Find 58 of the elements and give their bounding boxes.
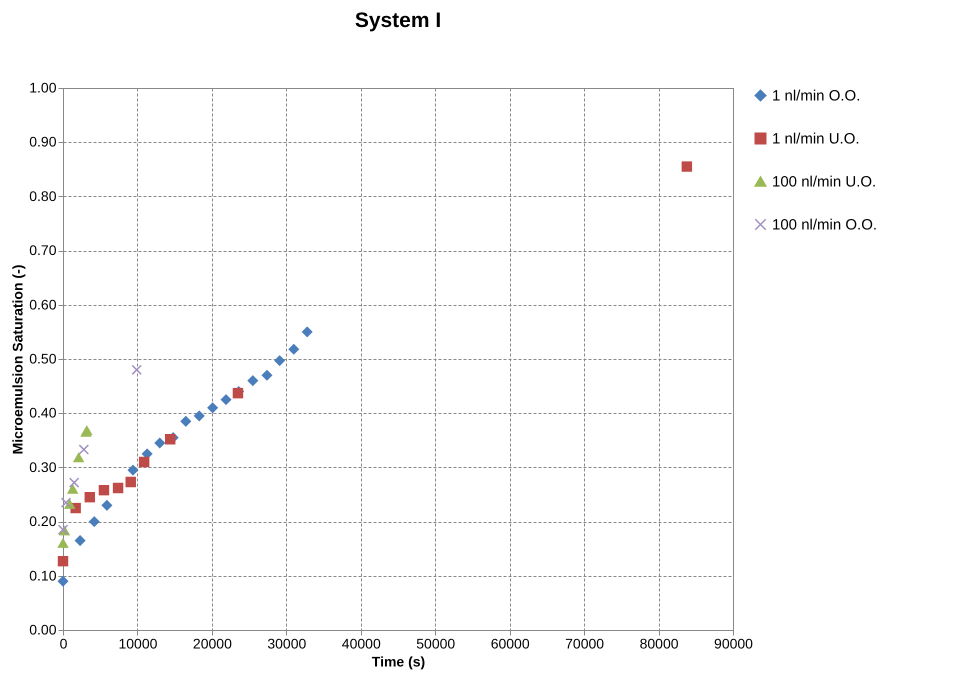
point [138, 456, 150, 468]
legend-label: 1 nl/min O.O. [772, 88, 860, 104]
point [288, 344, 299, 354]
point [68, 477, 80, 488]
point [131, 364, 142, 376]
point [60, 497, 72, 508]
point [154, 438, 165, 448]
legend-label: 1 nl/min U.O. [772, 130, 860, 148]
point [102, 500, 112, 511]
x-tick-label: 20000 [192, 636, 232, 652]
point [112, 482, 124, 494]
legend-label: 100 nl/min U.O. [772, 174, 876, 190]
y-tick-label: 0.00 [29, 622, 57, 638]
y-tick-label: 0.50 [29, 350, 57, 366]
point [207, 402, 218, 413]
y-tick-label: 0.70 [29, 242, 57, 258]
point [84, 492, 96, 502]
point [73, 453, 84, 462]
legend-label: 100 nl/min O.O. [772, 216, 878, 234]
point [89, 516, 100, 527]
point [58, 576, 68, 586]
point [78, 444, 90, 455]
x-tick-label: 0 [60, 636, 68, 652]
point [164, 434, 176, 444]
point [274, 355, 285, 366]
x-tick-label: 80000 [640, 636, 679, 652]
y-tick-label: 0.40 [29, 404, 57, 421]
x-tick-label: 90000 [714, 636, 754, 652]
point [126, 476, 136, 488]
point [58, 538, 68, 548]
point [67, 484, 78, 494]
point [128, 464, 138, 476]
point [98, 484, 110, 496]
point [194, 410, 204, 422]
y-tick-label: 0.90 [29, 134, 57, 150]
point [682, 161, 692, 172]
y-tick-label: 0.10 [29, 567, 57, 584]
x-tick-label: 40000 [342, 636, 381, 652]
x-axis-title: Time (s) [372, 654, 426, 670]
x-tick-label: 30000 [267, 636, 307, 652]
point [74, 535, 86, 546]
point [180, 416, 192, 427]
x-tick-label: 10000 [118, 636, 158, 652]
point [262, 370, 272, 380]
x-tick-label: 70000 [565, 636, 604, 652]
y-tick-label: 0.20 [29, 513, 57, 530]
point [220, 394, 232, 405]
x-tick-label: 50000 [416, 636, 456, 652]
y-tick-label: 1.00 [29, 80, 57, 96]
chart-title: System I [354, 9, 442, 32]
y-tick-label: 0.60 [29, 296, 57, 312]
y-axis-title: Microemulsion Saturation (-) [9, 264, 26, 454]
point [302, 326, 312, 338]
point [248, 375, 258, 386]
y-tick-label: 0.30 [29, 458, 57, 475]
y-tick-label: 0.80 [29, 188, 57, 204]
point [58, 556, 68, 566]
x-tick-label: 60000 [490, 636, 530, 652]
